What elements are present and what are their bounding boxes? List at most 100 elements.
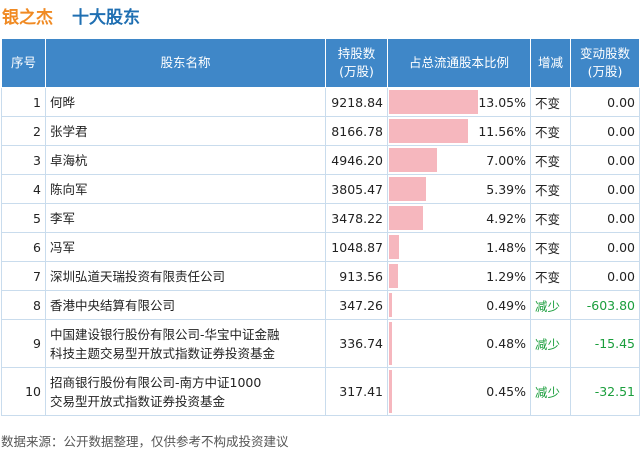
shareholder-name: 李军 bbox=[45, 203, 326, 233]
col-header-delta-line2: (万股) bbox=[587, 64, 623, 79]
shareholder-name: 深圳弘道天瑞投资有限责任公司 bbox=[45, 261, 326, 291]
col-header-delta: 变动股数 (万股) bbox=[570, 38, 640, 88]
float-ratio: 1.29% bbox=[486, 268, 526, 284]
shares-held: 4946.20 bbox=[325, 145, 388, 175]
change-status: 不变 bbox=[530, 87, 571, 117]
data-source-note: 数据来源：公开数据整理，仅供参考不构成投资建议 bbox=[1, 434, 289, 449]
row-index: 4 bbox=[1, 174, 46, 204]
change-amount: 0.00 bbox=[570, 116, 640, 146]
change-status: 减少 bbox=[530, 367, 571, 416]
shareholder-name-line1: 中国建设银行股份有限公司-华宝中证金融 bbox=[50, 326, 280, 342]
row-index: 9 bbox=[1, 319, 46, 368]
change-amount: -603.80 bbox=[570, 290, 640, 320]
table-row: 10 招商银行股份有限公司-南方中证1000 交易型开放式指数证券投资基金 317.4… bbox=[1, 367, 640, 416]
change-amount: 0.00 bbox=[570, 145, 640, 175]
table-body: 1 何晔 9218.84 13.05% 不变 0.00 2 张学君 8166.78 11.56% 不… bbox=[1, 87, 640, 416]
float-ratio: 0.45% bbox=[486, 384, 526, 399]
float-ratio-cell: 5.39% bbox=[387, 174, 531, 204]
shareholders-table: 序号 股东名称 持股数 (万股) 占总流通股本比例 增减 变动股数 (万股) 1… bbox=[1, 38, 640, 416]
float-ratio-cell: 0.48% bbox=[387, 319, 531, 368]
table-row: 3 卓海杭 4946.20 7.00% 不变 0.00 bbox=[1, 145, 640, 175]
change-amount: 0.00 bbox=[570, 203, 640, 233]
float-ratio: 13.05% bbox=[478, 94, 526, 110]
shareholder-name: 陈向军 bbox=[45, 174, 326, 204]
float-ratio-cell: 4.92% bbox=[387, 203, 531, 233]
shareholder-name: 香港中央结算有限公司 bbox=[45, 290, 326, 320]
change-status: 不变 bbox=[530, 232, 571, 262]
shareholder-name: 何晔 bbox=[45, 87, 326, 117]
change-amount: 0.00 bbox=[570, 87, 640, 117]
table-row: 9 中国建设银行股份有限公司-华宝中证金融 科技主题交易型开放式指数证券投资基金 33… bbox=[1, 319, 640, 368]
shareholder-name-line1: 招商银行股份有限公司-南方中证1000 bbox=[50, 374, 262, 390]
row-index: 6 bbox=[1, 232, 46, 262]
shares-held: 1048.87 bbox=[325, 232, 388, 262]
shareholder-name: 卓海杭 bbox=[45, 145, 326, 175]
change-status: 不变 bbox=[530, 174, 571, 204]
float-ratio: 4.92% bbox=[486, 210, 526, 226]
change-status: 减少 bbox=[530, 319, 571, 368]
ratio-bar bbox=[389, 206, 423, 230]
change-status: 不变 bbox=[530, 261, 571, 291]
shareholder-name: 中国建设银行股份有限公司-华宝中证金融 科技主题交易型开放式指数证券投资基金 bbox=[45, 319, 326, 368]
change-amount: 0.00 bbox=[570, 174, 640, 204]
table-row: 6 冯军 1048.87 1.48% 不变 0.00 bbox=[1, 232, 640, 262]
shareholder-name: 冯军 bbox=[45, 232, 326, 262]
row-index: 2 bbox=[1, 116, 46, 146]
table-row: 2 张学君 8166.78 11.56% 不变 0.00 bbox=[1, 116, 640, 146]
page-title: 十大股东 bbox=[72, 8, 140, 28]
float-ratio: 7.00% bbox=[486, 152, 526, 168]
ratio-bar bbox=[389, 235, 400, 259]
ratio-bar bbox=[389, 264, 398, 288]
shares-held: 8166.78 bbox=[325, 116, 388, 146]
float-ratio-cell: 11.56% bbox=[387, 116, 531, 146]
row-index: 10 bbox=[1, 367, 46, 416]
float-ratio: 0.48% bbox=[486, 336, 526, 351]
ratio-bar bbox=[389, 90, 478, 114]
col-header-shares-line1: 持股数 bbox=[337, 46, 376, 61]
shares-held: 913.56 bbox=[325, 261, 388, 291]
change-amount: -32.51 bbox=[570, 367, 640, 416]
shareholder-name-line2: 科技主题交易型开放式指数证券投资基金 bbox=[50, 345, 276, 361]
title-bar: 银之杰 十大股东 bbox=[0, 0, 640, 34]
col-header-index: 序号 bbox=[1, 38, 46, 88]
shares-held: 317.41 bbox=[325, 367, 388, 416]
ratio-bar bbox=[389, 293, 393, 317]
change-status: 不变 bbox=[530, 145, 571, 175]
col-header-shares-line2: (万股) bbox=[339, 64, 374, 79]
float-ratio-cell: 1.29% bbox=[387, 261, 531, 291]
ratio-bar bbox=[389, 148, 437, 172]
float-ratio-cell: 0.49% bbox=[387, 290, 531, 320]
ratio-bar bbox=[389, 177, 426, 201]
float-ratio: 11.56% bbox=[478, 123, 526, 139]
change-amount: -15.45 bbox=[570, 319, 640, 368]
row-index: 3 bbox=[1, 145, 46, 175]
table-row: 7 深圳弘道天瑞投资有限责任公司 913.56 1.29% 不变 0.00 bbox=[1, 261, 640, 291]
table-row: 5 李军 3478.22 4.92% 不变 0.00 bbox=[1, 203, 640, 233]
float-ratio: 1.48% bbox=[486, 239, 526, 255]
table-row: 8 香港中央结算有限公司 347.26 0.49% 减少 -603.80 bbox=[1, 290, 640, 320]
change-amount: 0.00 bbox=[570, 261, 640, 291]
ratio-bar bbox=[389, 322, 393, 365]
shares-held: 3478.22 bbox=[325, 203, 388, 233]
shares-held: 347.26 bbox=[325, 290, 388, 320]
col-header-change: 增减 bbox=[530, 38, 571, 88]
shareholder-name-line2: 交易型开放式指数证券投资基金 bbox=[50, 393, 226, 409]
float-ratio: 5.39% bbox=[486, 181, 526, 197]
company-name: 银之杰 bbox=[2, 8, 53, 28]
float-ratio-cell: 13.05% bbox=[387, 87, 531, 117]
float-ratio-cell: 0.45% bbox=[387, 367, 531, 416]
col-header-shares: 持股数 (万股) bbox=[325, 38, 388, 88]
shares-held: 336.74 bbox=[325, 319, 388, 368]
float-ratio: 0.49% bbox=[486, 297, 526, 313]
row-index: 5 bbox=[1, 203, 46, 233]
change-amount: 0.00 bbox=[570, 232, 640, 262]
row-index: 7 bbox=[1, 261, 46, 291]
row-index: 8 bbox=[1, 290, 46, 320]
col-header-delta-line1: 变动股数 bbox=[579, 46, 630, 61]
float-ratio-cell: 7.00% bbox=[387, 145, 531, 175]
change-status: 减少 bbox=[530, 290, 571, 320]
shares-held: 3805.47 bbox=[325, 174, 388, 204]
change-status: 不变 bbox=[530, 203, 571, 233]
shareholder-name: 招商银行股份有限公司-南方中证1000 交易型开放式指数证券投资基金 bbox=[45, 367, 326, 416]
table-header-row: 序号 股东名称 持股数 (万股) 占总流通股本比例 增减 变动股数 (万股) bbox=[1, 38, 640, 88]
